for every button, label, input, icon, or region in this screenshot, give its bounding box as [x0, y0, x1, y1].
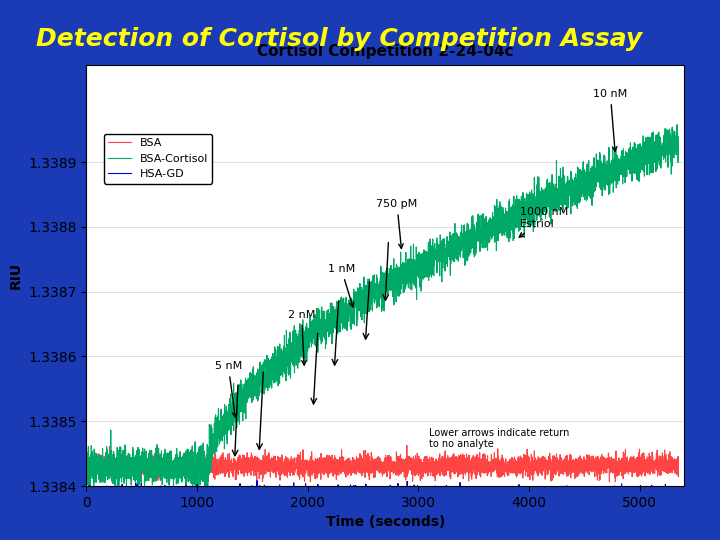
Text: 1000 nM
Estriol: 1000 nM Estriol — [519, 207, 569, 237]
HSA-GD — [282, 500, 291, 507]
BSA — [392, 460, 400, 466]
BSA — [423, 461, 431, 468]
Line: BSA-Cortisol: BSA-Cortisol — [86, 125, 678, 502]
BSA — [111, 480, 120, 487]
BSA — [674, 462, 683, 468]
HSA-GD — [674, 507, 683, 513]
BSA-Cortisol — [355, 290, 364, 296]
BSA-Cortisol — [674, 143, 683, 149]
Text: 10 nM: 10 nM — [593, 89, 628, 151]
HSA-GD — [392, 492, 400, 499]
Text: 5 nM: 5 nM — [215, 361, 242, 417]
BSA — [402, 442, 411, 449]
X-axis label: Time (seconds): Time (seconds) — [325, 515, 445, 529]
Text: Detection of Cortisol by Competition Assay: Detection of Cortisol by Competition Ass… — [36, 27, 642, 51]
BSA-Cortisol — [84, 498, 93, 505]
HSA-GD — [571, 516, 580, 523]
Legend: BSA, BSA-Cortisol, HSA-GD: BSA, BSA-Cortisol, HSA-GD — [104, 133, 212, 184]
Text: Lower arrows indicate return
to no analyte: Lower arrows indicate return to no analy… — [429, 428, 570, 449]
HSA-GD — [355, 495, 364, 502]
HSA-GD — [423, 501, 431, 507]
BSA-Cortisol — [282, 351, 291, 357]
BSA — [355, 458, 364, 464]
BSA-Cortisol — [556, 201, 564, 207]
BSA-Cortisol — [423, 274, 431, 280]
Y-axis label: RIU: RIU — [9, 262, 22, 289]
BSA — [556, 456, 564, 463]
BSA-Cortisol — [166, 459, 174, 465]
Title: Cortisol Competition 2-24-04c: Cortisol Competition 2-24-04c — [257, 44, 513, 59]
BSA-Cortisol — [672, 122, 681, 128]
BSA — [282, 471, 291, 477]
Text: 1 nM: 1 nM — [328, 264, 355, 307]
HSA-GD — [166, 501, 174, 507]
HSA-GD — [556, 496, 564, 503]
Text: 750 pM: 750 pM — [377, 199, 418, 248]
BSA-Cortisol — [82, 465, 91, 472]
Line: BSA: BSA — [86, 446, 678, 483]
BSA — [82, 461, 91, 467]
Line: HSA-GD: HSA-GD — [86, 481, 678, 519]
HSA-GD — [253, 477, 261, 484]
BSA-Cortisol — [392, 274, 400, 281]
Text: 2 nM: 2 nM — [288, 309, 315, 365]
HSA-GD — [82, 492, 91, 499]
BSA — [166, 449, 174, 456]
